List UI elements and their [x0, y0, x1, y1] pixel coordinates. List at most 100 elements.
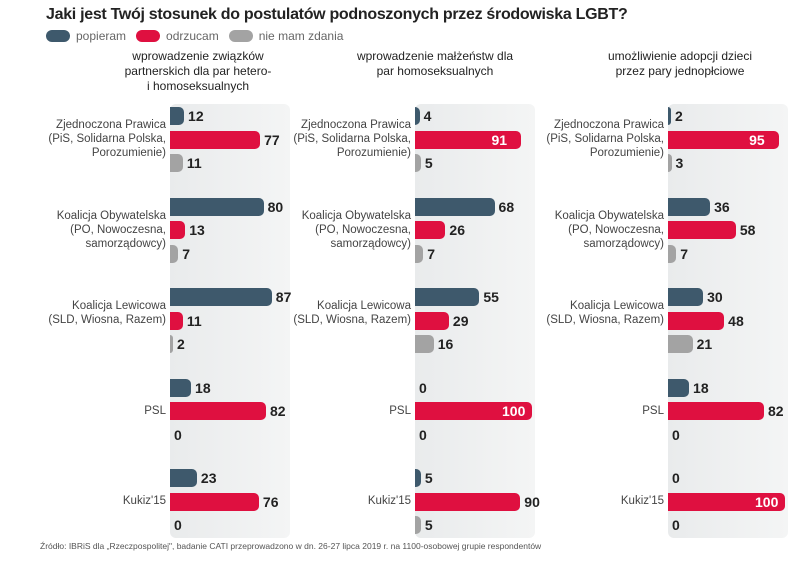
data-label: 11: [186, 155, 202, 171]
bar-nie-mam-zdania: [668, 335, 693, 353]
bar-nie-mam-zdania: [415, 154, 421, 172]
legend-item-odrzucam: odrzucam: [136, 29, 219, 43]
bar-odrzucam: [170, 492, 259, 511]
data-label: 7: [680, 245, 688, 262]
bar-nie-mam-zdania: [415, 335, 434, 353]
panel-title: umożliwienie adopcji dzieci przez pary j…: [607, 49, 753, 78]
data-label: 2: [675, 108, 683, 124]
bar-nie-mam-zdania: [170, 154, 183, 172]
data-label: 95: [749, 131, 765, 148]
data-label: 48: [728, 312, 744, 329]
bar-popieram: [415, 107, 420, 125]
bar-odrzucam: [668, 311, 725, 330]
data-label: 29: [452, 312, 469, 329]
legend-swatch: [46, 30, 70, 42]
legend-item-popieram: popieram: [46, 29, 126, 43]
data-label: 0: [672, 470, 680, 486]
panel-title: wprowadzenie związków partnerskich dla p…: [124, 49, 272, 93]
bar-odrzucam: [415, 311, 449, 330]
data-label: 68: [498, 198, 515, 215]
bar-odrzucam: [415, 221, 446, 239]
party-label: Zjednoczona Prawica (PiS, Solidarna Pols…: [293, 119, 411, 159]
party-label: Zjednoczona Prawica (PiS, Solidarna Pols…: [48, 119, 166, 159]
bar-popieram: [415, 469, 421, 487]
data-label: 0: [419, 426, 427, 443]
bar-odrzucam: [170, 311, 183, 330]
data-label: 30: [707, 289, 723, 305]
legend-item-nie-mam-zdania: nie mam zdania: [228, 29, 344, 43]
bar-odrzucam: [415, 130, 522, 149]
data-label: 0: [174, 426, 182, 443]
data-label: 5: [424, 470, 433, 486]
legend-label: popieram: [76, 29, 127, 43]
data-label: 80: [267, 198, 284, 215]
bar-odrzucam: [668, 130, 780, 149]
data-label: 3: [675, 155, 684, 171]
party-label: Kukiz'15: [620, 495, 664, 507]
data-label: 21: [696, 336, 713, 352]
party-label: Koalicja Lewicowa (SLD, Wiosna, Razem): [293, 300, 411, 326]
party-label: PSL: [642, 404, 664, 417]
data-label: 100: [755, 493, 779, 510]
data-label: 87: [275, 289, 292, 305]
bar-popieram: [415, 197, 495, 216]
bar-odrzucam: [170, 130, 261, 149]
bar-popieram: [170, 288, 272, 306]
party-label: Koalicja Obywatelska (PO, Nowoczesna, sa…: [56, 209, 166, 250]
data-label: 0: [672, 426, 680, 443]
data-label: 13: [189, 222, 205, 238]
data-label: 11: [186, 312, 202, 329]
party-label: Kukiz'15: [367, 495, 411, 507]
data-label: 2: [177, 336, 185, 352]
data-label: 16: [437, 336, 454, 352]
data-label: 82: [269, 403, 286, 419]
party-label: Koalicja Lewicowa (SLD, Wiosna, Razem): [546, 300, 664, 326]
data-label: 5: [424, 155, 433, 171]
data-label: 12: [188, 108, 204, 124]
bar-odrzucam: [415, 492, 521, 511]
bar-odrzucam: [170, 221, 186, 239]
party-label: Koalicja Obywatelska (PO, Nowoczesna, sa…: [554, 209, 664, 250]
data-label: 26: [449, 222, 465, 238]
bar-popieram: [170, 469, 197, 487]
bar-popieram: [170, 197, 264, 216]
bar-odrzucam: [415, 402, 532, 420]
party-label: Kukiz'15: [122, 495, 166, 507]
bar-popieram: [170, 378, 192, 397]
party-label: Koalicja Lewicowa (SLD, Wiosna, Razem): [48, 300, 166, 326]
bar-nie-mam-zdania: [415, 516, 421, 534]
party-label: Koalicja Obywatelska (PO, Nowoczesna, sa…: [301, 209, 411, 250]
bar-popieram: [668, 288, 704, 306]
data-label: 7: [182, 245, 190, 262]
data-label: 0: [419, 379, 427, 396]
bar-popieram: [668, 197, 711, 216]
legend-label: nie mam zdania: [258, 29, 344, 43]
data-label: 0: [174, 517, 182, 533]
data-label: 18: [693, 379, 709, 396]
legend: popieram odrzucam nie mam zdania: [46, 29, 353, 43]
bar-popieram: [415, 288, 480, 306]
party-label: PSL: [144, 404, 166, 417]
data-label: 7: [427, 245, 435, 262]
data-label: 77: [264, 131, 280, 148]
bar-popieram: [668, 107, 671, 125]
bar-odrzucam: [668, 492, 785, 511]
bar-nie-mam-zdania: [668, 154, 672, 172]
bar-nie-mam-zdania: [415, 244, 424, 263]
party-label: Zjednoczona Prawica (PiS, Solidarna Pols…: [546, 119, 664, 159]
data-label: 4: [423, 108, 432, 124]
data-label: 91: [491, 131, 508, 148]
data-label: 55: [483, 289, 499, 305]
bar-nie-mam-zdania: [170, 335, 173, 353]
data-label: 23: [200, 470, 217, 486]
legend-swatch: [136, 30, 161, 42]
bar-odrzucam: [668, 221, 736, 239]
data-label: 82: [767, 403, 784, 419]
data-label: 0: [672, 517, 680, 533]
bar-odrzucam: [170, 402, 266, 420]
bar-nie-mam-zdania: [170, 244, 179, 263]
bar-popieram: [668, 378, 690, 397]
data-label: 76: [262, 493, 279, 510]
source-note: Źródło: IBRiS dla „Rzeczpospolitej", bad…: [40, 541, 542, 551]
